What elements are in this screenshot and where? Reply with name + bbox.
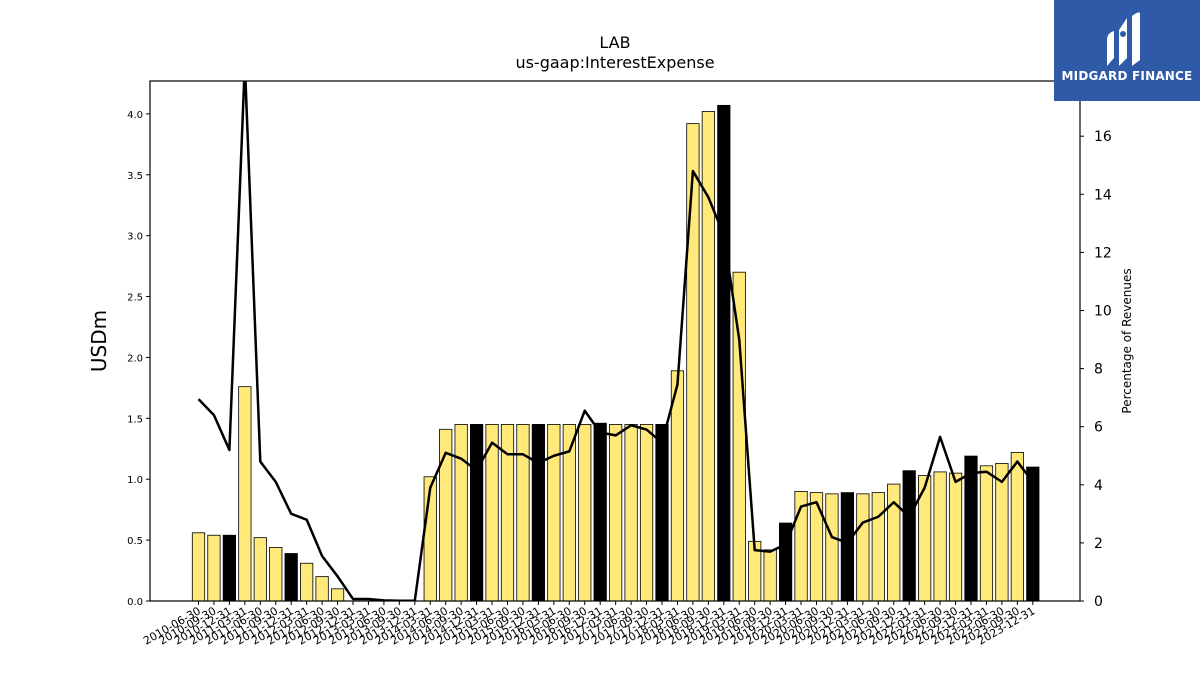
bar [809,492,824,602]
bar [979,465,994,602]
bar [300,562,314,602]
bar [717,104,731,602]
bar [531,424,546,602]
bar [825,493,839,602]
y2-tick-label: 16 [1094,129,1112,145]
bar [732,271,746,602]
y2-tick-label: 14 [1094,187,1112,203]
bar [948,472,963,602]
y2-tick-label: 10 [1094,303,1112,319]
bar [469,424,484,602]
bars-layer [191,104,1040,602]
chart-title: LAB [599,33,631,52]
y2-tick-label: 6 [1094,420,1103,436]
bar [222,534,236,602]
bar [207,534,221,602]
bar [516,424,530,602]
midgard-finance-logo: MIDGARD FINANCE [1054,0,1200,101]
bar [701,111,715,602]
logo-text: MIDGARD FINANCE [1061,69,1193,83]
y2-axis-label: Percentage of Revenues [1120,268,1134,413]
percentage-line [197,81,1034,601]
bar [609,424,623,602]
plot-frame [149,80,1081,602]
bar [639,424,654,602]
y-tick-label: 0.0 [127,597,143,608]
bar [902,470,916,602]
logo-mark-icon [1107,12,1140,66]
bar [253,537,267,602]
bar [238,386,252,602]
bar [593,422,607,602]
bar [871,492,885,602]
y2-tick-label: 12 [1094,245,1112,261]
y-tick-label: 0.5 [127,536,143,547]
bar [655,424,669,602]
bar [933,471,947,602]
bar [1026,466,1040,602]
y-tick-label: 2.0 [127,353,143,364]
y2-tick-label: 0 [1094,594,1103,610]
chart-subtitle: us-gaap:InterestExpense [515,53,715,72]
y-tick-label: 3.5 [127,171,143,182]
bar [840,492,855,602]
bar [995,462,1009,602]
y-tick-label: 1.0 [127,475,143,486]
y-tick-label: 3.0 [127,232,143,243]
bar [578,424,592,602]
bar [624,424,638,602]
bar [191,532,206,602]
bar [269,547,283,602]
bar [284,553,298,602]
bar [686,123,700,602]
axes-layer: 0.0 0.5 1.0 1.5 2.0 2.5 3.0 3.5 4.0 0 2 4 6 8 10 12 14 16… [87,80,1134,648]
bar [330,588,345,602]
y-tick-label: 1.5 [127,414,143,425]
bar [547,424,561,602]
bar [315,576,329,602]
bar [763,549,777,602]
bar [454,424,468,602]
y2-tick-label: 4 [1094,478,1103,494]
bar [964,455,978,602]
bar [1010,452,1024,602]
y-tick-label: 2.5 [127,293,143,304]
bar [856,493,870,602]
line-layer [197,81,1034,601]
y-tick-label: 4.0 [127,110,143,121]
y2-tick-label: 2 [1094,536,1103,552]
y-axis-label: USDm [87,310,111,372]
y2-tick-label: 8 [1094,362,1103,378]
